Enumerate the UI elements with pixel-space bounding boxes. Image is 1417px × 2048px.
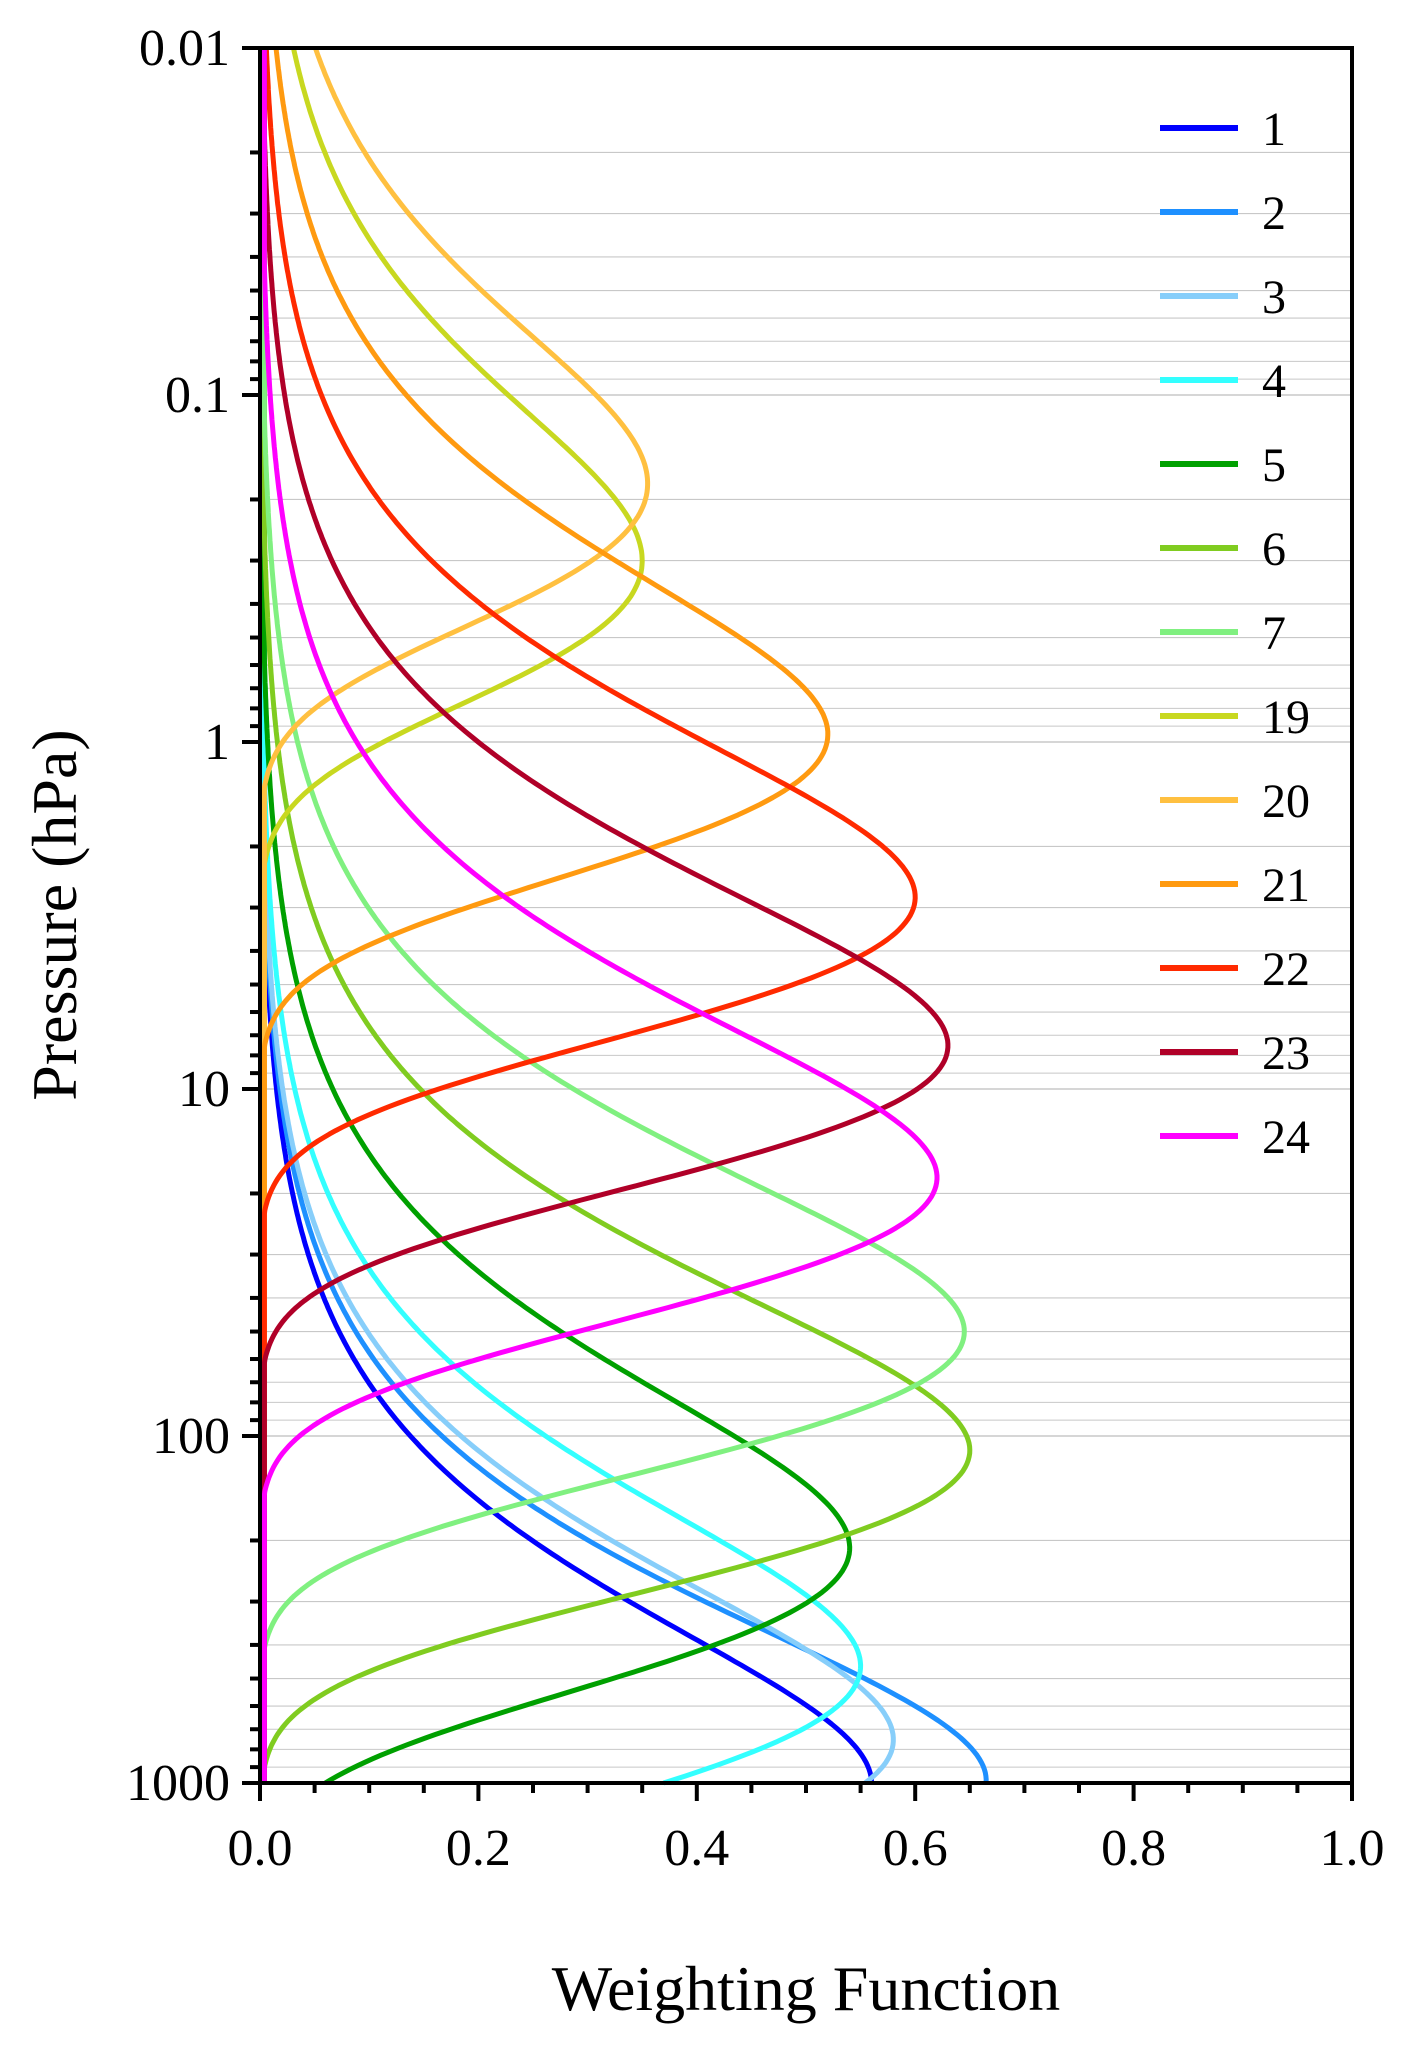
- y-tick-label: 1000: [126, 1755, 230, 1812]
- axis-ticks: 0.01 0.1 1 10 100 1000 0.0 0.2 0.4 0.6 0.8 1.0: [126, 20, 1385, 1877]
- legend-label-24: 24: [1262, 1111, 1310, 1164]
- series-line-6: [261, 48, 973, 1783]
- y-tick-label: 1: [204, 714, 230, 771]
- x-tick-label: 1.0: [1320, 1820, 1385, 1877]
- x-tick-label: 0.8: [1101, 1820, 1166, 1877]
- legend-label-6: 6: [1262, 523, 1286, 576]
- series-line-7: [261, 48, 967, 1783]
- legend-label-19: 19: [1262, 691, 1310, 744]
- legend-label-5: 5: [1262, 439, 1286, 492]
- legend-label-3: 3: [1262, 271, 1286, 324]
- y-tick-label: 100: [152, 1408, 230, 1465]
- series-line-24: [261, 48, 940, 1783]
- legend-label-7: 7: [1262, 607, 1286, 660]
- x-tick-label: 0.0: [228, 1820, 293, 1877]
- legend-label-23: 23: [1262, 1027, 1310, 1080]
- x-axis-title: Weighting Function: [552, 1953, 1061, 2024]
- legend-label-2: 2: [1262, 187, 1286, 240]
- x-tick-label: 0.2: [446, 1820, 511, 1877]
- legend-label-4: 4: [1262, 355, 1286, 408]
- y-tick-label: 0.01: [139, 20, 230, 77]
- series-line-22: [261, 47, 918, 1783]
- grid-lines: [260, 151, 1352, 1768]
- legend-label-21: 21: [1262, 859, 1310, 912]
- series-line-23: [261, 48, 951, 1783]
- legend-label-20: 20: [1262, 775, 1310, 828]
- x-tick-label: 0.4: [664, 1820, 729, 1877]
- x-tick-label: 0.6: [883, 1820, 948, 1877]
- series-line-21: [261, 47, 831, 1783]
- legend-label-1: 1: [1262, 103, 1286, 156]
- series-lines: [261, 47, 989, 1786]
- legend-label-22: 22: [1262, 943, 1310, 996]
- y-tick-label: 0.1: [165, 367, 230, 424]
- series-line-3: [261, 48, 896, 1785]
- y-tick-label: 10: [178, 1061, 230, 1118]
- y-axis-title: Pressure (hPa): [19, 729, 90, 1100]
